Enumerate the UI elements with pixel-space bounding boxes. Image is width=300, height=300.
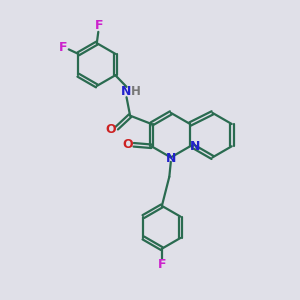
- Text: N: N: [166, 152, 176, 164]
- Text: F: F: [95, 20, 104, 32]
- Text: N: N: [189, 140, 200, 153]
- Text: N: N: [121, 85, 131, 98]
- Text: F: F: [58, 41, 67, 54]
- Text: O: O: [106, 123, 116, 136]
- Text: H: H: [130, 85, 140, 98]
- Text: F: F: [158, 258, 166, 271]
- Text: O: O: [122, 138, 133, 151]
